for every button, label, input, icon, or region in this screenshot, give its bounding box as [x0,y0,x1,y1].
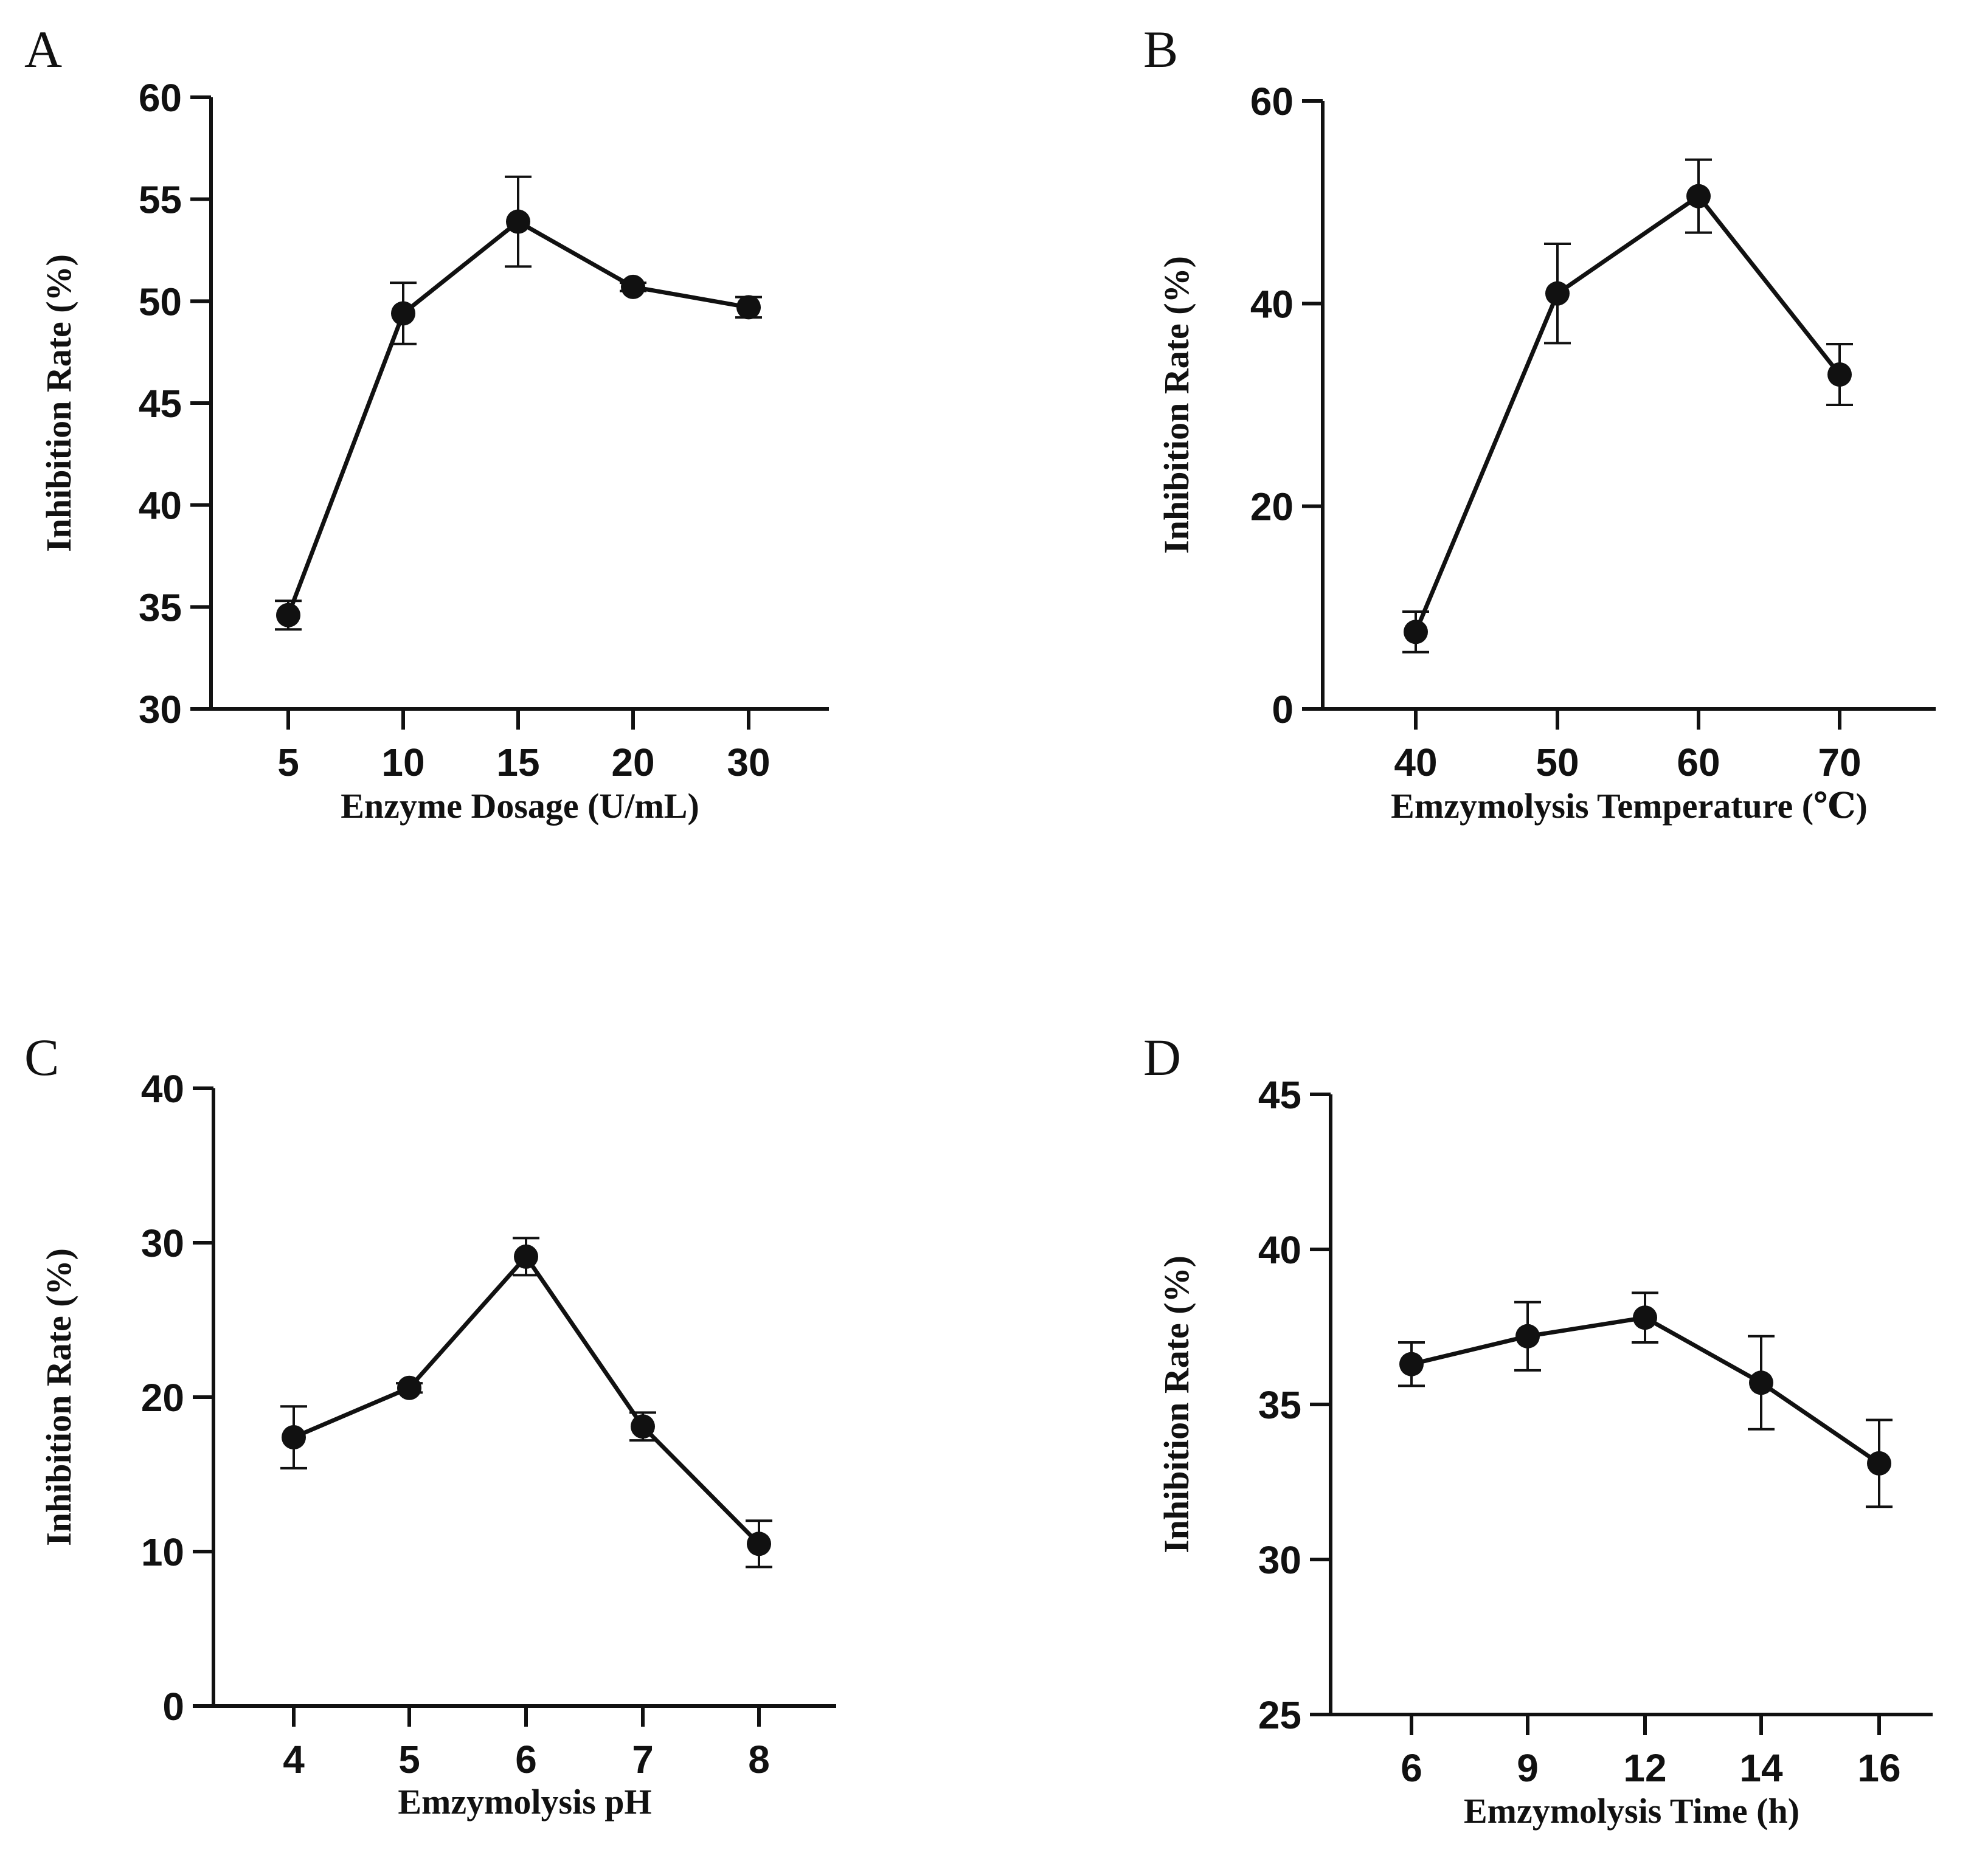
data-point [621,274,645,299]
data-point [1867,1451,1891,1476]
data-point [631,1414,655,1439]
y-tick-label: 60 [1250,80,1294,123]
y-tick-label: 35 [1258,1383,1301,1427]
x-tick-label: 14 [1739,1746,1783,1790]
x-tick-label: 5 [398,1738,420,1781]
y-tick-label: 30 [139,688,182,731]
data-point [282,1425,306,1450]
data-point [1399,1352,1424,1376]
y-tick-label: 0 [162,1685,184,1728]
data-point [1686,184,1711,209]
x-tick-label: 7 [632,1738,654,1781]
x-tick-label: 70 [1818,741,1861,784]
y-tick-label: 50 [139,280,182,323]
x-tick-label: 15 [496,741,539,784]
y-tick-label: 45 [1258,1073,1301,1117]
x-tick-label: 6 [1401,1746,1422,1790]
y-tick-label: 45 [139,382,182,426]
x-tick-label: 6 [515,1738,537,1781]
y-tick-label: 60 [139,76,182,120]
x-tick-label: 4 [283,1738,305,1781]
data-point [397,1375,421,1400]
panel-label-b: B [1143,20,1178,78]
x-axis-title: Emzymolysis pH [398,1782,651,1822]
y-tick-label: 40 [141,1067,184,1111]
data-point [736,295,761,320]
x-axis-title: Emzymolysis Time (h) [1464,1791,1799,1831]
panel-label-c: C [24,1028,59,1086]
x-tick-label: 16 [1857,1746,1900,1790]
data-point [506,209,530,234]
y-axis-title: Inhibition Rate (%) [1157,256,1196,554]
data-point [1827,362,1852,387]
x-tick-label: 30 [727,741,770,784]
y-tick-label: 30 [141,1221,184,1265]
y-tick-label: 40 [1258,1228,1301,1272]
series-line [1413,194,1841,633]
x-axis-title: Emzymolysis Temperature (℃) [1391,786,1868,826]
y-tick-label: 10 [141,1530,184,1574]
x-tick-label: 5 [277,741,299,784]
chart-panel-c: C 0 10 20 30 40 4 5 6 7 8 Emzymolysis pH Inhibition … [24,1028,836,1822]
y-tick-label: 20 [1250,485,1294,529]
data-point [1404,620,1428,644]
x-tick-label: 12 [1623,1746,1666,1790]
y-tick-label: 0 [1272,688,1294,731]
y-axis-title: Inhibition Rate (%) [39,1248,78,1546]
data-point [747,1532,771,1556]
y-tick-label: 35 [139,585,182,629]
panel-label-a: A [24,20,62,78]
panel-label-d: D [1143,1028,1181,1086]
data-point [1749,1370,1773,1395]
chart-panel-a: A 30 35 40 45 50 55 60 5 10 15 20 30 Enzyme Dosage (U… [24,20,829,826]
y-axis-title: Inhibition Rate (%) [1157,1255,1196,1553]
x-tick-label: 50 [1536,741,1579,784]
chart-panel-d: D 25 30 35 40 45 6 9 12 14 16 Emzymolysis Time (h) I… [1143,1028,1933,1831]
data-point [1633,1305,1657,1330]
x-tick-label: 10 [381,741,424,784]
data-point [1515,1324,1540,1349]
y-tick-label: 30 [1258,1538,1301,1582]
data-point [1545,281,1570,306]
data-point [391,301,415,326]
y-axis-title: Inhibition Rate (%) [39,254,78,552]
y-tick-label: 55 [139,178,182,222]
x-tick-label: 9 [1517,1746,1539,1790]
x-tick-label: 60 [1677,741,1720,784]
x-tick-label: 40 [1394,741,1437,784]
x-axis-title: Enzyme Dosage (U/mL) [341,786,699,826]
data-point [514,1244,538,1269]
y-tick-label: 40 [139,484,182,528]
y-tick-label: 20 [141,1376,184,1420]
y-tick-label: 25 [1258,1693,1301,1737]
y-tick-label: 40 [1250,282,1294,326]
x-tick-label: 8 [748,1738,770,1781]
x-tick-label: 20 [611,741,654,784]
data-point [276,603,300,627]
